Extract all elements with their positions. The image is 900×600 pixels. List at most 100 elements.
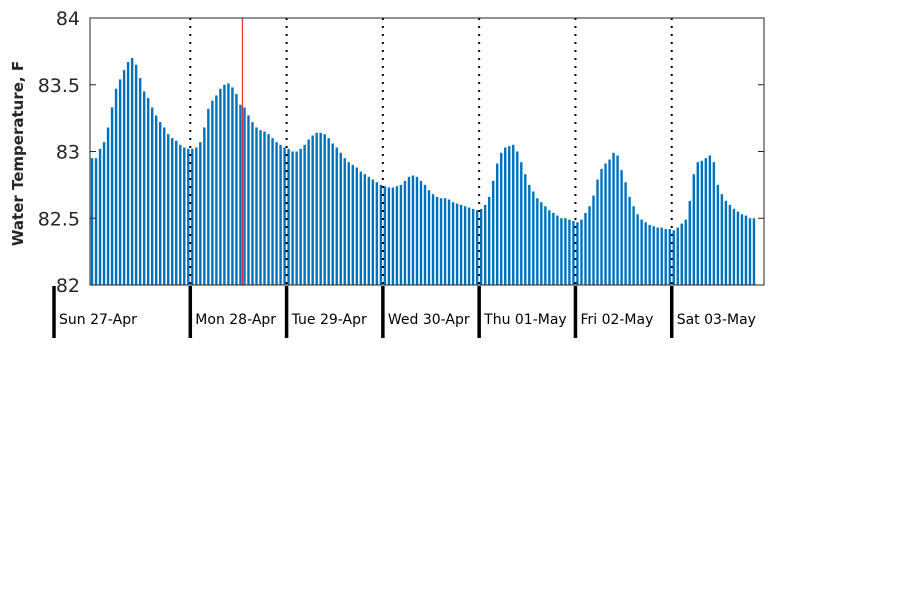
bar	[106, 127, 110, 285]
bar	[604, 163, 607, 285]
bar	[423, 184, 427, 286]
bar	[263, 131, 266, 285]
bar	[335, 147, 338, 285]
bar	[98, 148, 102, 285]
bar	[748, 218, 752, 285]
bar	[720, 194, 724, 285]
day-label: Wed 30-Apr	[388, 312, 470, 328]
bar	[243, 107, 246, 285]
bar	[307, 139, 310, 285]
bar	[367, 176, 371, 285]
bar	[130, 58, 134, 285]
bar	[736, 211, 740, 285]
bar	[419, 180, 423, 285]
bar	[371, 179, 375, 285]
bar	[672, 230, 675, 285]
bar	[508, 146, 511, 285]
bar	[203, 127, 206, 285]
bar	[191, 148, 194, 285]
bar	[403, 180, 407, 285]
bar	[163, 127, 166, 285]
bar	[279, 144, 282, 285]
bar	[624, 182, 627, 285]
bar	[327, 138, 330, 285]
bar	[696, 162, 700, 285]
bar	[564, 218, 567, 285]
bar	[303, 144, 306, 285]
bar	[175, 140, 178, 285]
bar	[660, 227, 663, 285]
bar	[500, 152, 503, 285]
bar	[668, 228, 671, 285]
bar	[211, 100, 214, 286]
bar	[275, 142, 278, 285]
bar	[435, 196, 439, 285]
bar	[520, 162, 523, 285]
bar	[572, 220, 575, 285]
bar	[491, 180, 495, 285]
bar	[207, 108, 210, 285]
bar	[556, 215, 559, 285]
bar	[740, 214, 744, 285]
bar	[271, 138, 274, 285]
bar	[588, 206, 591, 285]
bar	[459, 204, 463, 285]
y-axis-label: Water Temperature, F	[9, 61, 27, 246]
day-label: Fri 02-May	[580, 312, 653, 328]
bar	[620, 170, 623, 285]
bar	[528, 184, 531, 286]
bar	[395, 186, 399, 285]
bar	[411, 175, 415, 285]
bar	[431, 194, 435, 285]
bar	[187, 148, 190, 285]
bar	[231, 87, 234, 285]
bar	[219, 88, 222, 285]
bar	[267, 134, 270, 285]
bar	[483, 204, 487, 285]
bar	[138, 78, 142, 285]
bar	[323, 134, 326, 285]
bar	[608, 159, 611, 285]
bar	[596, 179, 599, 285]
bar	[504, 147, 507, 285]
bar	[247, 115, 250, 286]
bar	[708, 155, 712, 285]
bar	[451, 202, 455, 285]
bar	[752, 218, 756, 285]
bar	[287, 148, 290, 285]
bar	[664, 228, 667, 285]
y-tick-label: 82	[56, 275, 80, 297]
bar	[146, 98, 150, 285]
bar	[728, 204, 732, 285]
bar	[552, 212, 555, 285]
bar	[447, 199, 451, 285]
bar	[680, 223, 683, 285]
bar	[142, 91, 146, 285]
day-label: Tue 29-Apr	[291, 312, 367, 328]
bar	[118, 79, 122, 285]
y-tick-label: 82.5	[38, 208, 80, 230]
bar	[407, 176, 411, 285]
bar	[159, 122, 162, 285]
bar	[487, 196, 491, 285]
bar	[383, 186, 387, 285]
bar	[744, 215, 748, 285]
bar	[544, 206, 547, 285]
bar	[548, 210, 551, 285]
bar	[319, 132, 322, 285]
bar	[580, 219, 583, 285]
bar	[347, 162, 350, 285]
bar	[355, 167, 358, 285]
bar	[439, 198, 443, 285]
bar	[235, 94, 238, 285]
bar	[475, 210, 479, 285]
bar	[102, 142, 106, 285]
day-label: Sun 27-Apr	[59, 312, 137, 328]
y-axis-ticks: 82 82.5 83 83.5 84	[38, 8, 764, 297]
bar	[616, 155, 619, 285]
bar	[183, 147, 186, 285]
bar	[227, 83, 230, 285]
bar	[343, 158, 346, 285]
bar	[628, 196, 631, 285]
